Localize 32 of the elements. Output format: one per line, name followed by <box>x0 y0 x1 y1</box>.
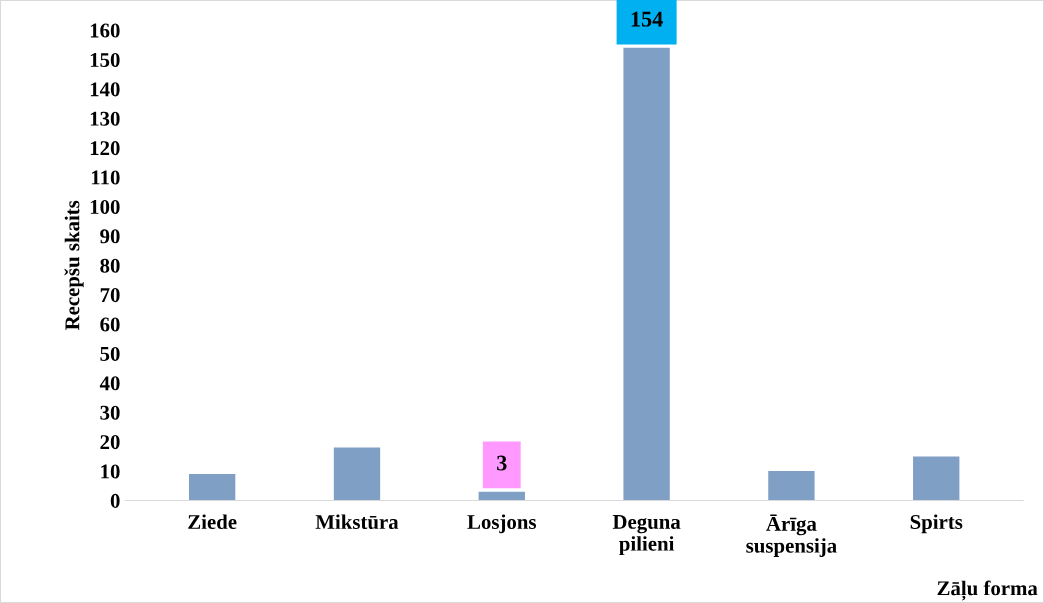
x-tick-label: Deguna pilieni <box>612 515 681 556</box>
y-axis-title: Recepšu skaits <box>64 200 84 331</box>
x-tick-label: Mikstūra <box>315 514 399 530</box>
y-tick-label: 160 <box>90 23 120 38</box>
x-tick-label: Losjons <box>467 514 537 534</box>
y-tick-label: 140 <box>90 82 120 97</box>
y-tick-label: 100 <box>90 199 120 214</box>
y-tick-label: 10 <box>101 464 120 479</box>
y-tick-label: 60 <box>100 317 120 332</box>
bar <box>913 456 960 501</box>
y-tick-label: 150 <box>90 52 120 67</box>
data-label: 154 <box>631 11 663 27</box>
bar <box>189 474 236 501</box>
x-axis-title: Zāļu forma <box>937 580 1038 601</box>
bar <box>768 471 815 501</box>
x-tick-label: Spirts <box>910 514 963 534</box>
y-tick-label: 30 <box>100 405 120 420</box>
y-tick-label: 110 <box>91 170 120 185</box>
y-tick-label: 80 <box>100 258 120 273</box>
y-tick-label: 50 <box>100 346 120 361</box>
bar <box>333 447 381 501</box>
bar <box>478 491 525 501</box>
x-tick-label: Ārīga suspensija <box>746 514 837 558</box>
y-tick-label: 20 <box>100 435 120 450</box>
y-tick-label: 130 <box>90 111 120 126</box>
data-label: 3 <box>497 455 507 471</box>
x-tick-label: Ziede <box>188 514 237 530</box>
y-tick-label: 0 <box>110 493 120 508</box>
y-tick-label: 70 <box>100 288 120 303</box>
y-tick-label: 90 <box>100 229 120 244</box>
y-tick-label: 120 <box>90 141 120 156</box>
y-tick-label: 40 <box>99 376 120 391</box>
